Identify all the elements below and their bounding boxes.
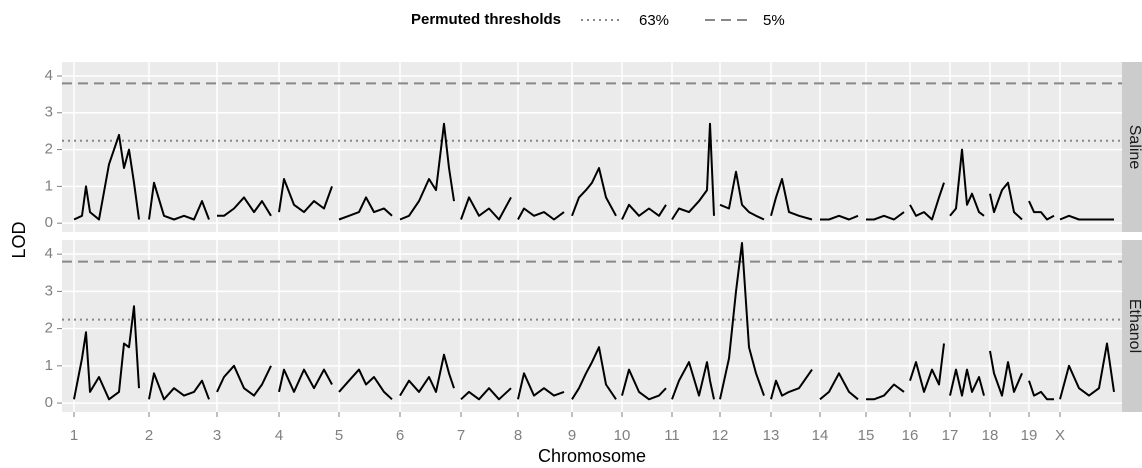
legend-label: 5%: [763, 12, 785, 29]
x-tick-label: 14: [812, 427, 829, 444]
lod-line: [278, 368, 333, 393]
y-tick-label: 4: [45, 245, 53, 262]
x-axis-title: Chromosome: [538, 446, 646, 466]
lod-line: [989, 350, 1023, 397]
lod-line: [671, 361, 715, 400]
lod-line: [338, 196, 393, 221]
lod-line: [989, 181, 1023, 221]
lod-line: [770, 369, 813, 400]
lod-line: [517, 372, 565, 400]
lod-line: [909, 182, 945, 221]
legend-label: 63%: [639, 12, 669, 29]
x-tick-label: 6: [396, 427, 404, 444]
strip-label: Saline: [1126, 125, 1142, 170]
lod-line: [148, 372, 210, 401]
x-tick-label: 9: [568, 427, 576, 444]
lod-line: [1028, 380, 1054, 401]
lod-line: [338, 368, 393, 401]
y-tick-label: 0: [45, 394, 53, 411]
y-tick-label: 0: [45, 214, 53, 231]
y-tick-label: 2: [45, 141, 53, 158]
y-tick-label: 3: [45, 282, 53, 299]
x-tick-label: 15: [858, 427, 875, 444]
lod-line: [571, 167, 617, 217]
x-tick-label: 18: [982, 427, 999, 444]
y-tick-label: 4: [45, 67, 53, 84]
x-tick-label: 2: [145, 427, 153, 444]
x-tick-label: 12: [712, 427, 729, 444]
x-tick-label: 5: [335, 427, 343, 444]
lod-line: [73, 305, 140, 401]
y-tick-label: 1: [45, 177, 53, 194]
lod-line: [866, 211, 905, 221]
x-tick-label: 11: [664, 427, 680, 444]
lod-line: [909, 343, 945, 393]
x-tick-label: 4: [275, 427, 283, 444]
x-tick-label: 13: [763, 427, 780, 444]
lod-line: [866, 383, 905, 401]
lod-line: [217, 196, 272, 217]
lod-line: [1059, 342, 1115, 400]
y-tick-label: 1: [45, 357, 53, 374]
lod-line: [819, 372, 859, 401]
lod-line: [621, 203, 667, 220]
y-axis-title: LOD: [9, 221, 29, 258]
lod-line: [719, 170, 765, 221]
lod-line: [1059, 214, 1114, 221]
lod-line: [460, 387, 512, 401]
panel-background: [62, 62, 1122, 232]
lod-line: [517, 207, 565, 221]
strip: [1122, 62, 1142, 232]
lod-line: [278, 178, 333, 214]
x-tick-label: 19: [1021, 427, 1038, 444]
lod-line: [73, 133, 140, 221]
y-tick-label: 3: [45, 104, 53, 121]
lod-line: [399, 353, 455, 397]
x-tick-label: 1: [70, 427, 78, 444]
y-tick-label: 2: [45, 320, 53, 337]
x-tick-label: 8: [514, 427, 522, 444]
lod-line: [671, 122, 715, 221]
lod-line: [148, 181, 210, 221]
strip-label: Ethanol: [1126, 299, 1142, 353]
lod-line: [770, 178, 813, 221]
x-tick-label: 17: [942, 427, 959, 444]
x-tick-label: 7: [457, 427, 465, 444]
lod-line: [719, 242, 765, 400]
strip: [1122, 240, 1142, 412]
lod-line: [216, 364, 272, 397]
legend-title: Permuted thresholds: [411, 11, 561, 28]
lod-line: [949, 148, 985, 217]
lod-line: [399, 122, 455, 221]
x-tick-label: 10: [614, 427, 631, 444]
x-tick-label: 16: [902, 427, 919, 444]
lod-line: [820, 214, 859, 221]
x-tick-label: 3: [213, 427, 221, 444]
lod-line: [1028, 200, 1055, 221]
panel-background: [62, 240, 1122, 412]
lod-line: [949, 368, 985, 397]
lod-line: [460, 196, 512, 221]
lod-line: [571, 346, 617, 400]
lod-line: [621, 368, 667, 401]
x-tick-label: X: [1055, 427, 1065, 444]
